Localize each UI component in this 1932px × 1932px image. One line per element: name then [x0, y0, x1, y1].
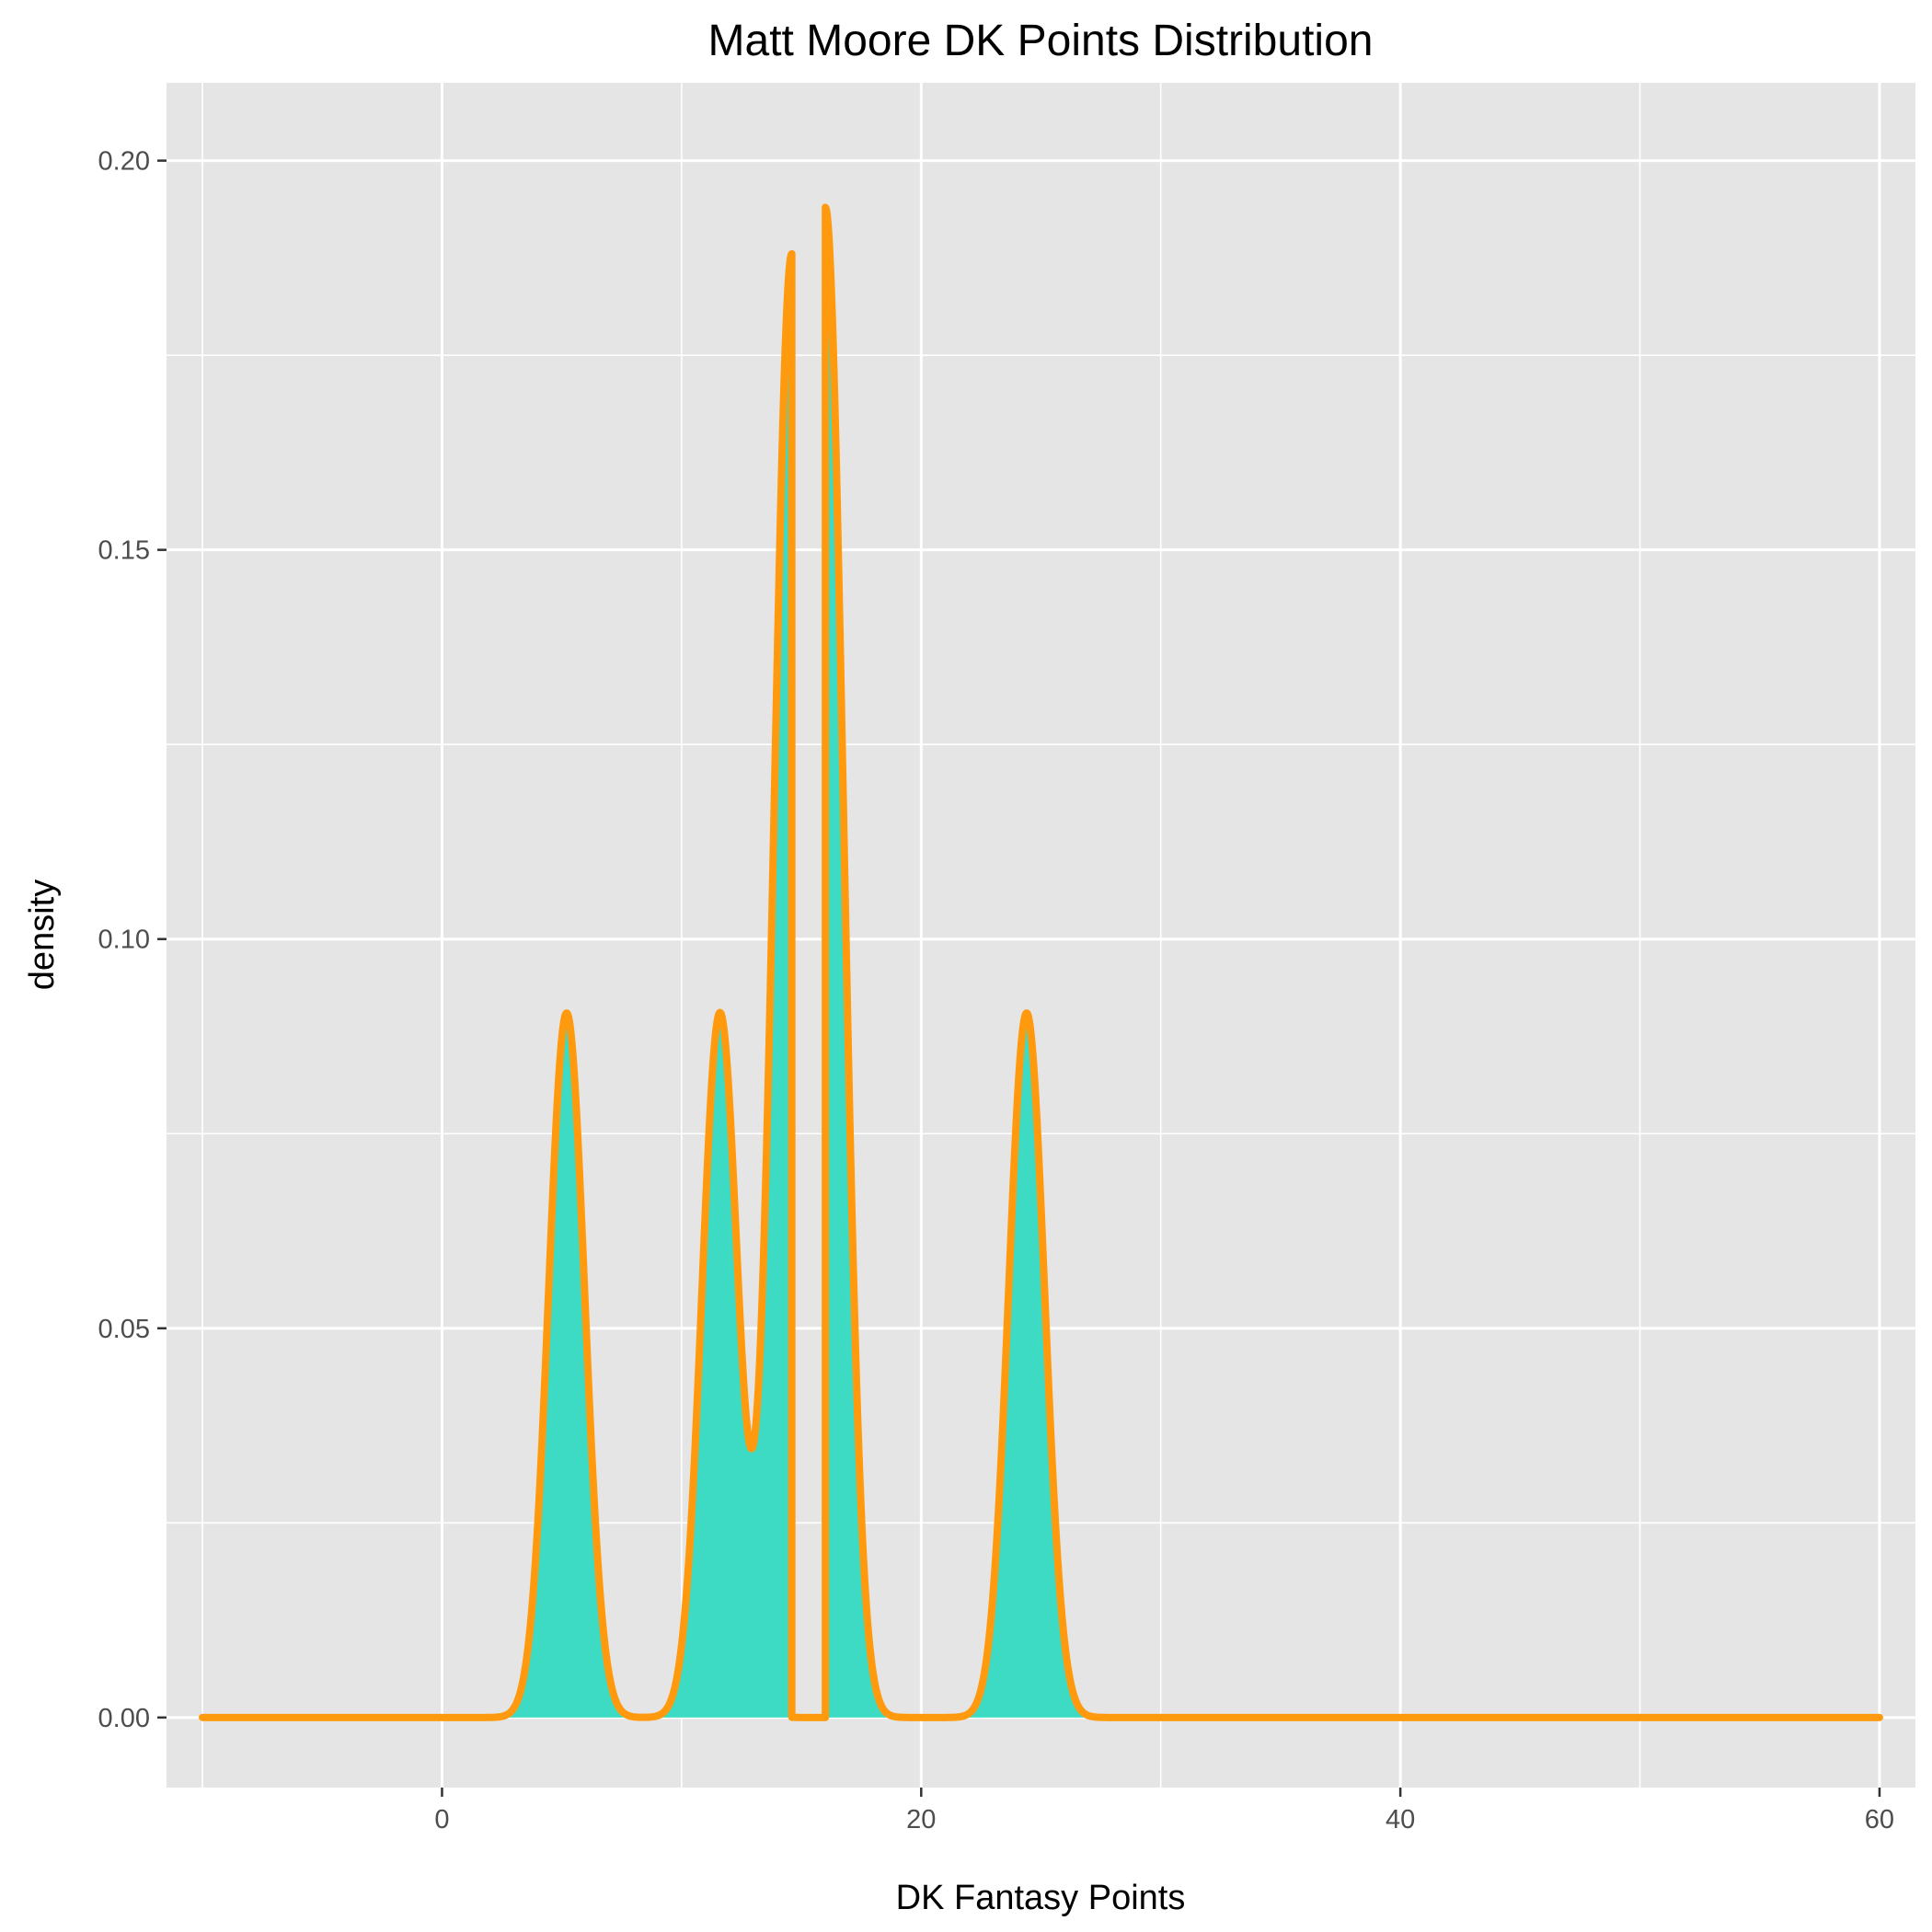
y-tick-label: 0.10	[98, 926, 150, 955]
y-axis: 0.00 0.05 0.10 0.15 0.20	[98, 147, 167, 1733]
density-line	[199, 203, 1883, 1721]
x-tick-label: 40	[1386, 1805, 1415, 1834]
x-axis: 0 20 40 60	[434, 1788, 1894, 1834]
x-tick-label: 20	[906, 1805, 936, 1834]
y-axis-title: density	[23, 880, 62, 990]
y-tick-label: 0.15	[98, 536, 150, 566]
x-tick-label: 0	[434, 1805, 449, 1834]
density-area	[202, 207, 1880, 1718]
y-tick-label: 0.05	[98, 1315, 150, 1344]
x-tick-label: 60	[1865, 1805, 1894, 1834]
y-tick-label: 0.00	[98, 1704, 150, 1733]
x-axis-title: DK Fantasy Points	[896, 1879, 1186, 1917]
chart-title: Matt Moore DK Points Distribution	[708, 17, 1374, 65]
y-tick-label: 0.20	[98, 147, 150, 177]
